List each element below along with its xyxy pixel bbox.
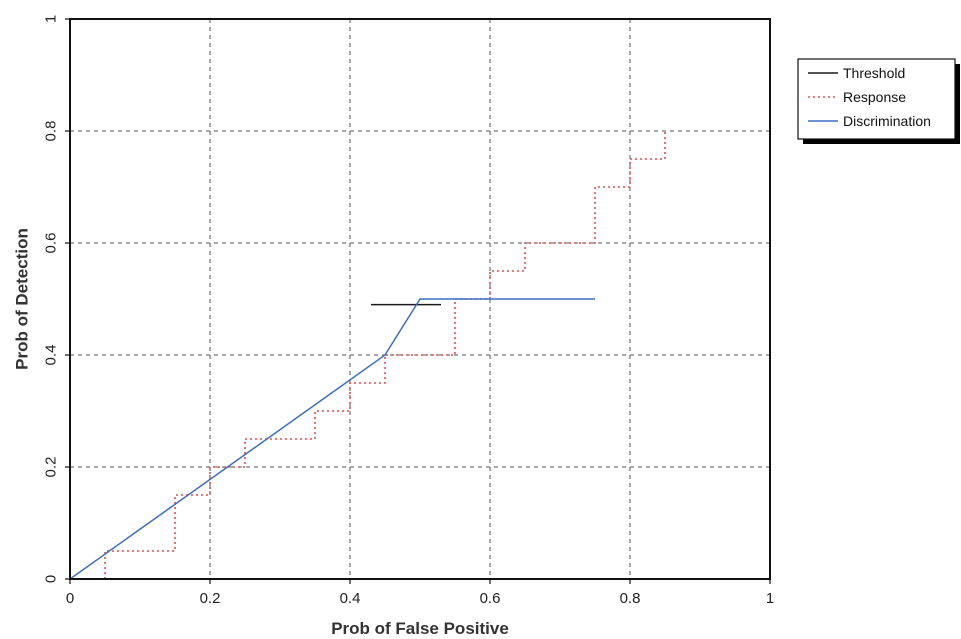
x-tick-label: 0.6: [480, 590, 501, 607]
legend-label-threshold: Threshold: [843, 65, 905, 81]
x-axis-title: Prob of False Positive: [331, 619, 509, 638]
x-tick-label: 0.8: [620, 590, 641, 607]
series-lines: [69, 131, 666, 580]
y-tick-label: 0.4: [43, 345, 60, 366]
legend-label-response: Response: [843, 89, 906, 105]
x-tick-label: 1: [766, 590, 774, 607]
y-tick-label: 0.2: [43, 457, 60, 478]
x-tick-label: 0.4: [340, 590, 361, 607]
x-tick-label: 0: [66, 590, 74, 607]
y-tick-label: 0.8: [43, 121, 60, 142]
series-discrimination-line: [69, 298, 595, 580]
legend-label-discrimination: Discrimination: [843, 113, 931, 129]
legend: Threshold Response Discrimination: [797, 58, 960, 144]
y-tick-label: 1: [43, 15, 60, 23]
plot-frame: [69, 18, 771, 580]
tick-labels: 0 0.2 0.4 0.6 0.8 1 0 0.2 0.4 0.6 0.8 1: [43, 15, 775, 607]
y-tick-label: 0.6: [43, 233, 60, 254]
series-response-line: [104, 131, 666, 579]
x-tick-label: 0.2: [200, 590, 221, 607]
y-tick-label: 0: [43, 575, 60, 583]
y-axis-title: Prob of Detection: [13, 228, 32, 370]
